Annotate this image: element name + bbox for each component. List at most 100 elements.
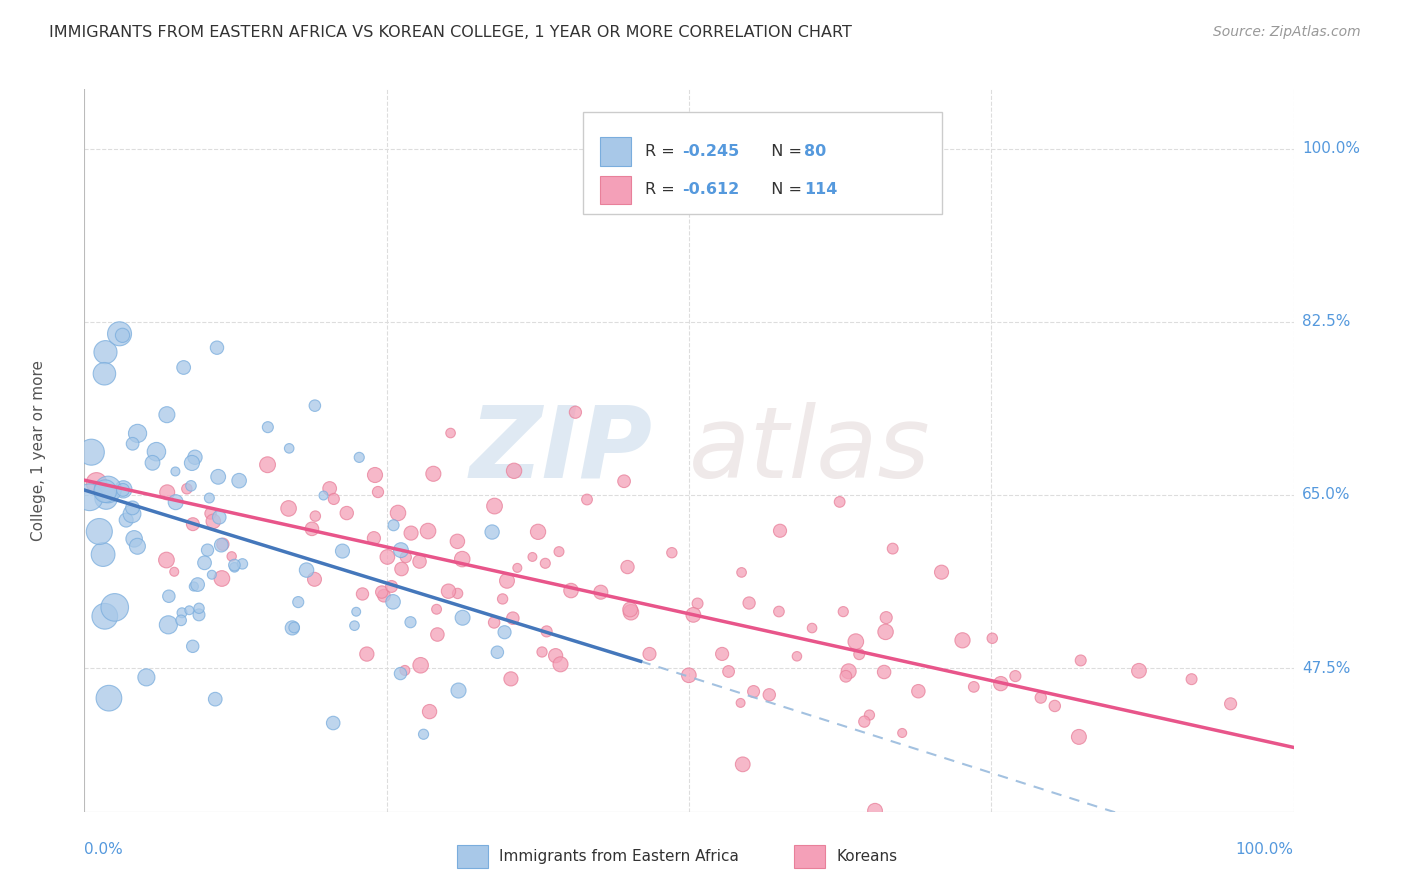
Point [336, 506, 359, 520]
Point [931, 565, 953, 579]
Point [845, 634, 868, 648]
Point [620, 605, 643, 619]
Point [231, 557, 253, 571]
Point [1029, 690, 1052, 705]
Point [344, 605, 367, 619]
Point [221, 549, 243, 564]
Point [94, 609, 117, 624]
Point [678, 668, 700, 682]
Point [380, 579, 402, 593]
Point [170, 613, 193, 627]
Point [730, 566, 752, 580]
Text: College, 1 year or more: College, 1 year or more [31, 360, 46, 541]
Point [408, 555, 430, 569]
Point [613, 475, 636, 489]
Point [373, 589, 395, 603]
Point [952, 633, 974, 648]
Point [399, 526, 422, 541]
Point [682, 607, 704, 622]
Point [522, 549, 544, 564]
Point [322, 716, 344, 731]
Point [145, 444, 167, 458]
Point [534, 557, 557, 571]
Point [200, 507, 222, 521]
Text: ZIP: ZIP [470, 402, 652, 499]
Text: IMMIGRANTS FROM EASTERN AFRICA VS KOREAN COLLEGE, 1 YEAR OR MORE CORRELATION CHA: IMMIGRANTS FROM EASTERN AFRICA VS KOREAN… [49, 25, 852, 40]
Point [181, 456, 204, 470]
Point [907, 684, 929, 698]
Point [550, 657, 572, 672]
Point [1043, 698, 1066, 713]
Point [79, 490, 101, 504]
Point [121, 507, 143, 521]
Point [180, 479, 202, 493]
Point [204, 692, 226, 706]
Point [122, 532, 145, 546]
Point [112, 483, 135, 497]
Point [156, 408, 179, 422]
Point [1180, 672, 1202, 686]
Point [187, 577, 209, 591]
Point [395, 550, 418, 565]
Point [318, 482, 340, 496]
Text: 100.0%: 100.0% [1302, 141, 1360, 156]
Point [377, 549, 399, 564]
Point [104, 600, 127, 615]
Point [283, 620, 305, 634]
Point [188, 601, 211, 615]
Point [94, 491, 117, 505]
Point [287, 595, 309, 609]
Point [356, 647, 378, 661]
Point [496, 574, 519, 588]
Text: R =: R = [645, 145, 681, 159]
Text: N =: N = [761, 183, 807, 197]
Point [503, 464, 526, 478]
Point [838, 665, 860, 679]
Point [277, 501, 299, 516]
Text: atlas: atlas [689, 402, 931, 499]
Point [80, 445, 103, 459]
Point [1067, 730, 1090, 744]
Point [188, 607, 211, 622]
Point [494, 625, 516, 640]
Point [758, 688, 780, 702]
Point [399, 615, 422, 630]
Point [97, 483, 120, 497]
Point [312, 489, 335, 503]
Point [527, 524, 550, 539]
Point [451, 611, 474, 625]
Point [742, 684, 765, 698]
Point [363, 531, 385, 545]
Point [686, 597, 709, 611]
Point [281, 621, 304, 635]
Point [981, 632, 1004, 646]
Point [536, 624, 558, 639]
Point [619, 602, 641, 616]
Point [853, 714, 876, 729]
Point [486, 645, 509, 659]
Point [801, 621, 824, 635]
Point [111, 328, 134, 343]
Point [224, 558, 246, 573]
Point [409, 658, 432, 673]
Point [786, 649, 808, 664]
Point [93, 367, 115, 381]
Point [212, 537, 235, 551]
Text: 82.5%: 82.5% [1302, 314, 1350, 329]
Point [157, 617, 180, 632]
Point [183, 580, 205, 594]
Point [135, 670, 157, 684]
Point [391, 562, 413, 576]
Point [163, 565, 186, 579]
Point [1070, 653, 1092, 667]
Point [157, 589, 180, 603]
Point [394, 664, 416, 678]
Point [768, 605, 790, 619]
Point [858, 708, 880, 723]
Point [176, 482, 198, 496]
Point [201, 567, 224, 582]
Point [711, 647, 734, 661]
Point [863, 804, 886, 818]
Point [963, 680, 986, 694]
Point [364, 468, 387, 483]
